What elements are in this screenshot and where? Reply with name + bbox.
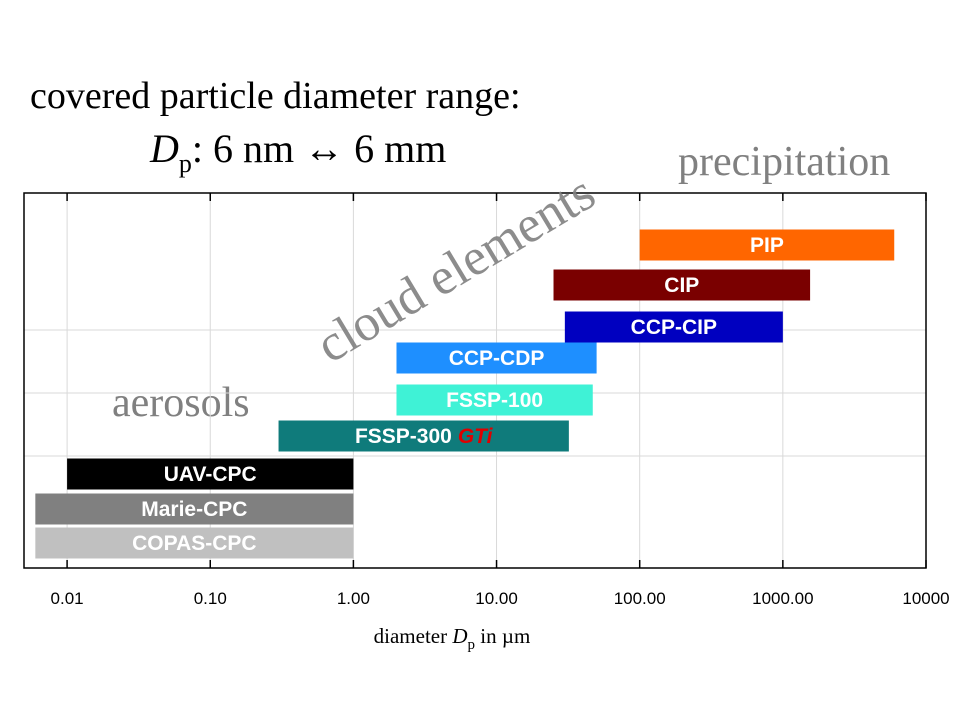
bar-suffix: GTi — [458, 425, 494, 448]
bar-label: FSSP-100 — [446, 389, 543, 412]
bar-name: CCP-CIP — [631, 316, 717, 339]
chart-title: covered particle diameter range: — [30, 75, 521, 117]
x-axis-label: diameter Dp in µm — [374, 624, 531, 653]
x-label-part: diameter — [374, 624, 453, 648]
x-tick-label: 10000 — [902, 589, 949, 608]
plot-frame — [23, 192, 927, 569]
bar-label: COPAS-CPC — [132, 532, 256, 555]
bar-label: Marie-CPC — [141, 498, 247, 521]
bar — [35, 527, 354, 559]
bar-label: PIP — [750, 234, 784, 257]
bar-name: FSSP-100 — [446, 389, 543, 412]
bar-label: UAV-CPC — [164, 463, 257, 486]
bar — [639, 229, 895, 261]
subtitle-rest: : 6 nm ↔ 6 mm — [192, 126, 446, 171]
x-tick-label: 10.00 — [475, 589, 518, 608]
bar-name: UAV-CPC — [164, 463, 257, 486]
bar-label: FSSP-300 GTi — [355, 425, 494, 448]
x-tick-label: 100.00 — [614, 589, 666, 608]
subtitle-symbol: D — [149, 126, 179, 171]
bar — [396, 384, 593, 416]
bar-name: CCP-CDP — [449, 347, 545, 370]
bar-name: CIP — [664, 274, 699, 297]
bar-label: CCP-CDP — [449, 347, 545, 370]
bar — [564, 311, 783, 343]
bar — [396, 342, 597, 374]
subtitle: Dp: 6 nm ↔ 6 mm — [149, 126, 446, 178]
annotation: precipitation — [678, 139, 890, 185]
x-tick-label: 1.00 — [337, 589, 370, 608]
x-tick-label: 0.01 — [51, 589, 84, 608]
bar — [67, 458, 354, 490]
x-label-part: in µm — [475, 624, 530, 648]
bar-name: FSSP-300 — [355, 425, 452, 448]
bar — [278, 420, 569, 452]
bar-name: COPAS-CPC — [132, 532, 256, 555]
bar — [35, 493, 354, 525]
bar-name: PIP — [750, 234, 784, 257]
bar-label: CIP — [664, 274, 699, 297]
x-label-subscript: p — [468, 637, 476, 653]
bar — [553, 269, 811, 301]
x-tick-label: 1000.00 — [752, 589, 813, 608]
bar-name: Marie-CPC — [141, 498, 247, 521]
annotation: aerosols — [112, 380, 250, 426]
x-tick-label: 0.10 — [194, 589, 227, 608]
bar-label: CCP-CIP — [631, 316, 717, 339]
x-label-symbol: D — [451, 624, 467, 648]
subtitle-subscript: p — [179, 149, 192, 178]
